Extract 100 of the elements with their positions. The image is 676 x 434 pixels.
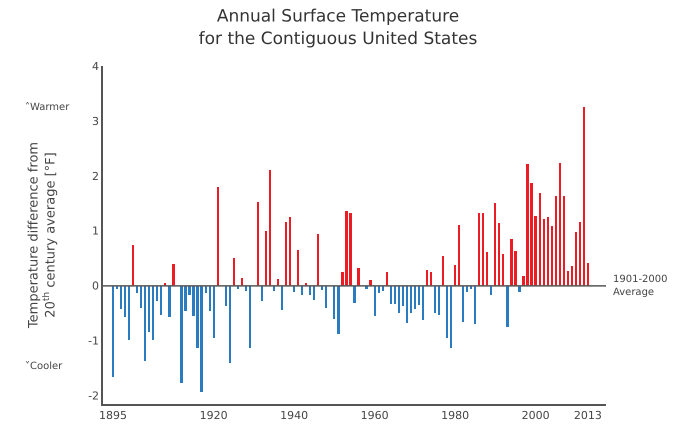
- bar: [498, 223, 500, 286]
- bar: [269, 170, 271, 286]
- bar: [337, 286, 340, 334]
- bar: [180, 286, 183, 383]
- bar: [406, 286, 408, 323]
- bar: [567, 271, 569, 286]
- bar: [587, 263, 589, 286]
- bar: [539, 193, 541, 286]
- y-tick-label: 2: [92, 170, 100, 183]
- bar: [386, 272, 388, 286]
- bar: [317, 234, 319, 286]
- bar: [213, 286, 215, 338]
- bar: [172, 264, 175, 286]
- bar: [148, 286, 150, 332]
- bar: [458, 225, 460, 286]
- bar: [482, 213, 484, 286]
- bar: [112, 286, 114, 377]
- x-tick-label: 2000: [522, 408, 550, 422]
- bar: [430, 272, 432, 286]
- bar: [486, 252, 488, 286]
- bar: [414, 286, 416, 309]
- x-tick-label: 1960: [360, 408, 389, 422]
- bar: [233, 258, 235, 286]
- bar: [297, 250, 299, 286]
- bar: [249, 286, 251, 348]
- bar: [559, 163, 561, 286]
- bar: [301, 286, 303, 295]
- bar: [293, 286, 295, 292]
- y-tick-label: 3: [92, 114, 100, 128]
- bar: [357, 268, 360, 286]
- ref-line-label: 1901-2000 Average: [613, 274, 668, 298]
- bar: [394, 286, 396, 304]
- bar: [245, 286, 247, 291]
- bar: [571, 266, 573, 286]
- bar: [555, 196, 557, 286]
- bar: [438, 286, 440, 315]
- bar: [261, 286, 263, 301]
- bar: [349, 213, 352, 286]
- x-tick-label: 1895: [99, 408, 128, 422]
- bar: [450, 286, 452, 348]
- bar: [225, 286, 227, 306]
- bar: [579, 222, 581, 286]
- bar: [474, 286, 476, 324]
- bar: [547, 217, 549, 286]
- bar: [398, 286, 400, 313]
- bar: [313, 286, 315, 300]
- bar: [442, 256, 444, 286]
- bar: [422, 286, 424, 320]
- y-tick-label: 1: [92, 224, 100, 238]
- bar: [583, 107, 585, 286]
- bar: [462, 286, 464, 322]
- bar: [209, 286, 211, 311]
- bar: [466, 286, 468, 292]
- bar: [345, 211, 348, 286]
- bar: [281, 286, 283, 310]
- bar: [229, 286, 231, 363]
- bar: [285, 222, 287, 286]
- bar: [333, 286, 335, 319]
- bar: [353, 286, 356, 303]
- bar: [502, 254, 504, 286]
- bar: [518, 286, 521, 292]
- x-tick-label: 1980: [441, 408, 470, 422]
- x-tick-label: 2013: [574, 408, 602, 422]
- bar: [128, 286, 130, 340]
- x-tick-label: 1920: [200, 408, 228, 422]
- bar: [120, 286, 122, 309]
- bar: [205, 286, 207, 293]
- bar: [446, 286, 448, 338]
- bar: [510, 239, 513, 286]
- bar: [325, 286, 327, 308]
- x-tick-label: 1940: [280, 408, 308, 422]
- y-tick-label: -1: [88, 334, 100, 348]
- bar: [402, 286, 404, 306]
- bar: [390, 286, 392, 304]
- bar: [506, 286, 509, 327]
- bar: [160, 286, 162, 315]
- bar: [382, 286, 384, 291]
- bar: [168, 286, 171, 317]
- bar: [378, 286, 380, 293]
- chart-title: Annual Surface Temperature for the Contiguous United States: [198, 6, 478, 49]
- bar: [410, 286, 412, 313]
- bar: [140, 286, 142, 308]
- bar: [309, 286, 311, 295]
- bar: [526, 164, 529, 286]
- bar: [426, 270, 428, 286]
- bar: [144, 286, 146, 361]
- bar: [289, 217, 291, 286]
- bar: [374, 286, 376, 316]
- bar: [490, 286, 492, 295]
- text: ˄Warmer: [25, 102, 70, 113]
- bar: [217, 187, 219, 286]
- bar: [543, 219, 545, 286]
- bar: [265, 231, 267, 286]
- bar: [156, 286, 158, 301]
- bar: [454, 265, 456, 286]
- bar: [494, 203, 496, 286]
- bar: [132, 245, 134, 286]
- y-tick-label: -2: [88, 390, 100, 403]
- bar: [563, 196, 565, 286]
- text: ˅Cooler: [25, 361, 64, 372]
